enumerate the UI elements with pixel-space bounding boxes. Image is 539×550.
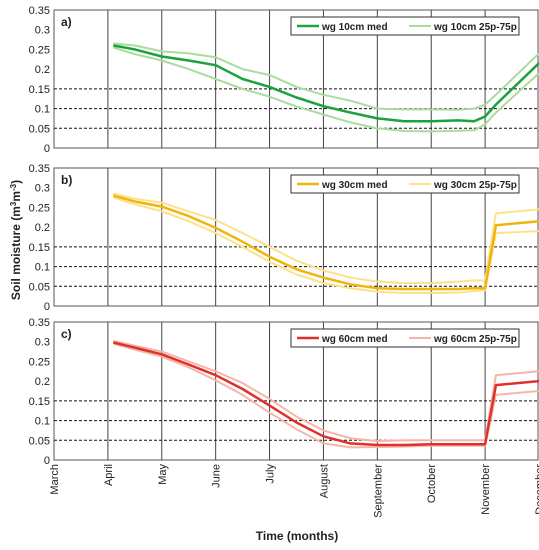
y-tick-label: 0.1 [35,416,50,428]
x-tick-label: October [426,464,438,503]
y-tick-label: 0.05 [29,123,50,135]
legend-median-label: wg 60cm med [321,334,388,345]
y-label-part: ) [9,180,23,184]
series-p75-line [113,192,539,285]
panel-label: c) [61,327,72,341]
y-tick-label: 0.15 [29,396,50,408]
panel-3: 0 0.05 0.1 0.15 0.2 0.25 0.3 0.35 c) wg 60cm med w… [29,317,539,467]
legend-median-label: wg 10cm med [321,22,388,33]
series-p75-line [113,339,539,443]
y-tick-label: 0 [44,143,50,155]
y-label-sup: -3 [9,183,18,191]
x-tick-label: August [318,464,330,498]
y-tick-label: 0 [44,301,50,313]
y-label-sup: 3 [9,201,18,206]
series-median-line [113,44,539,123]
y-tick-label: 0.25 [29,356,50,368]
y-label-part: Soil moisture (m [9,206,23,300]
x-tick-label: June [211,464,223,488]
y-tick-label: 0.25 [29,202,50,214]
plot-frame [53,9,539,149]
y-tick-label: 0.3 [35,337,50,349]
legend-box [290,174,520,194]
y-tick-label: 0.35 [29,5,50,17]
y-tick-label: 0.35 [29,317,50,329]
legend-band-label: wg 60cm 25p-75p [433,334,517,345]
series-p25-line [113,46,539,133]
legend-band-label: wg 10cm 25p-75p [433,22,517,33]
panel-label: a) [61,15,72,29]
y-label-part: m [9,191,23,202]
y-tick-label: 0.2 [35,222,50,234]
legend-box [290,16,520,36]
series-p25-line [113,196,539,294]
panel-2: 0 0.05 0.1 0.15 0.2 0.25 0.3 0.35 b) wg 30cm med w… [29,163,539,313]
plot-frame [53,167,539,307]
y-tick-label: 0.15 [29,242,50,254]
x-tick-label: September [372,464,384,518]
legend-band-label: wg 30cm 25p-75p [433,180,517,191]
panel-label: b) [61,173,72,187]
y-tick-label: 0.25 [29,44,50,56]
series-p25-line [113,342,539,449]
y-tick-label: 0.15 [29,84,50,96]
y-tick-label: 0 [44,455,50,467]
series-p75-line [113,42,539,111]
x-tick-label: December [534,464,539,515]
legend-median-label: wg 30cm med [321,180,388,191]
x-tick-label: May [157,464,169,485]
series-median-line [113,341,539,447]
y-tick-label: 0.1 [35,104,50,116]
x-tick-label: April [103,464,115,486]
series-median-line [112,194,539,291]
y-tick-label: 0.35 [29,163,50,175]
x-tick-label: March [49,464,61,495]
y-tick-label: 0.3 [35,183,50,195]
panel-1: 0 0.05 0.1 0.15 0.2 0.25 0.3 0.35 a) wg 10cm med w… [29,5,539,155]
x-axis-label: Time (months) [256,529,338,543]
y-tick-label: 0.1 [35,262,50,274]
y-tick-label: 0.3 [35,25,50,37]
y-tick-label: 0.05 [29,281,50,293]
x-tick-label: November [480,464,492,515]
y-tick-label: 0.05 [29,435,50,447]
y-tick-label: 0.2 [35,376,50,388]
x-tick-label: July [265,464,277,484]
legend-box [290,328,520,348]
y-tick-label: 0.2 [35,64,50,76]
y-axis-label: Soil moisture (m3m-3) [9,180,24,300]
